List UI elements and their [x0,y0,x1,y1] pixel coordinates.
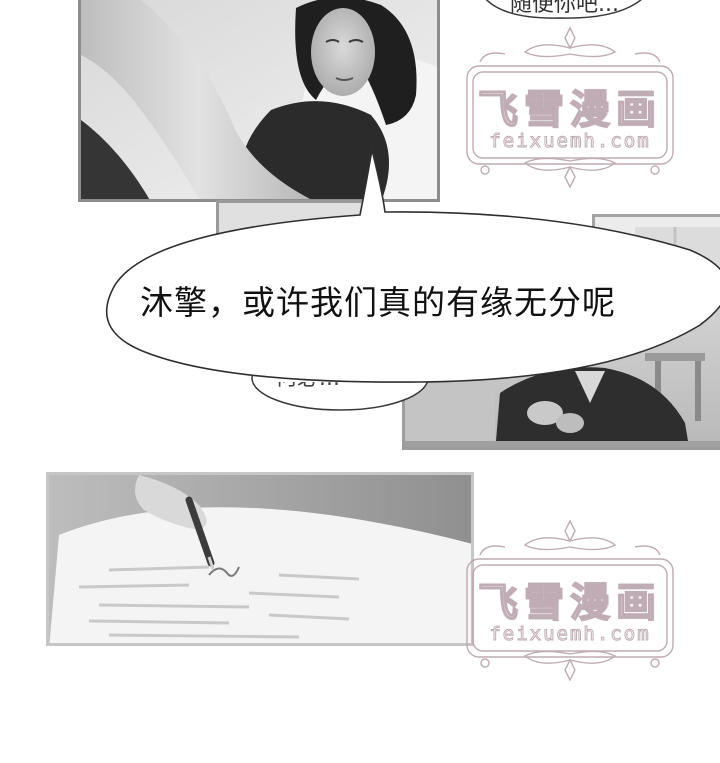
watermark-bottom-title: 飞雪漫画 [477,579,662,627]
watermark-top: 飞雪漫画 feixuemh.com [445,20,695,195]
panel-artwork-woman [81,0,437,199]
flourish-ornament-icon [466,26,674,189]
middle-partial-bubble-text: 何必... [275,366,340,391]
watermark-bottom: 飞雪漫画 feixuemh.com [445,513,695,688]
top-partial-bubble-text: 随便你吧... [510,0,619,17]
flourish-ornament-icon [466,519,674,682]
watermark-bottom-url: feixuemh.com [489,623,651,646]
comic-panel-signing-document [46,472,474,646]
watermark-top-url: feixuemh.com [489,130,651,153]
panel-artwork-signing [49,475,471,643]
comic-panel-woman-closeup [78,0,440,202]
main-speech-bubble-text: 沐擎，或许我们真的有缘无分呢 [140,283,616,322]
watermark-top-title: 飞雪漫画 [477,86,662,134]
